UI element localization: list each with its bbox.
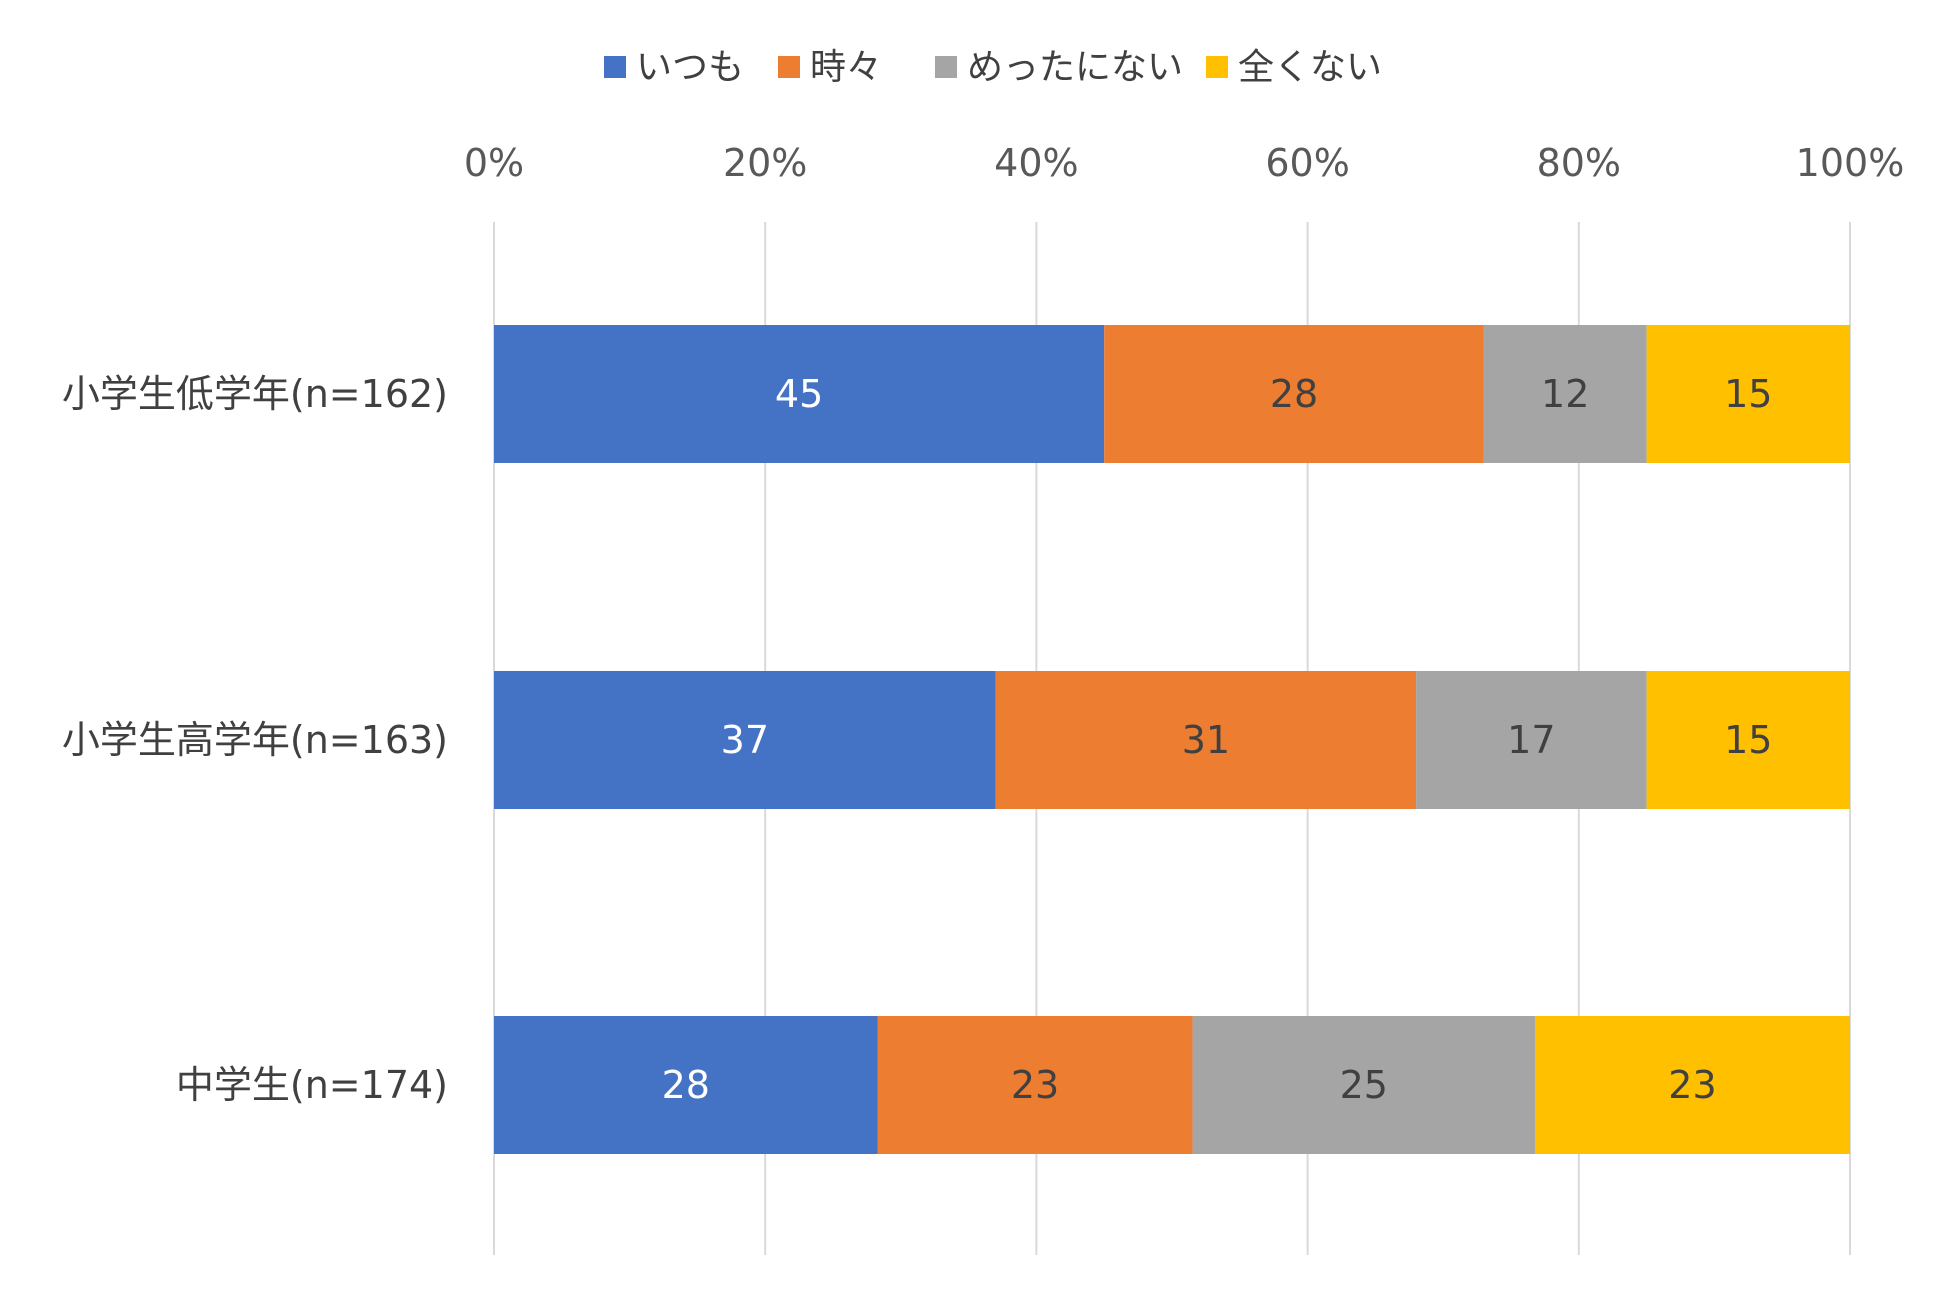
category-labels: 小学生低学年(n=162) 小学生高学年(n=163) 中学生(n=174) bbox=[62, 372, 448, 1107]
legend-label: めったにない bbox=[967, 47, 1183, 88]
data-label: 15 bbox=[1724, 372, 1772, 416]
data-label: 15 bbox=[1724, 718, 1772, 762]
bar-segment bbox=[494, 671, 996, 809]
data-label: 25 bbox=[1340, 1063, 1388, 1107]
legend-label: 時々 bbox=[810, 47, 882, 88]
data-label: 31 bbox=[1182, 718, 1230, 762]
bar-segment bbox=[877, 1016, 1193, 1154]
bars: 45 28 12 15 37 31 17 15 28 23 25 23 bbox=[494, 325, 1850, 1154]
legend: いつも 時々 めったにない 全くない bbox=[604, 47, 1382, 88]
x-tick-label: 80% bbox=[1537, 141, 1621, 185]
data-label: 17 bbox=[1507, 718, 1555, 762]
bar-segment bbox=[1483, 325, 1647, 463]
category-label: 中学生(n=174) bbox=[176, 1063, 448, 1107]
data-label: 28 bbox=[1270, 372, 1318, 416]
legend-label: いつも bbox=[636, 47, 744, 88]
data-label: 45 bbox=[775, 372, 823, 416]
bar-segment bbox=[1646, 671, 1850, 809]
category-label: 小学生低学年(n=162) bbox=[62, 372, 448, 416]
legend-swatch bbox=[778, 56, 800, 78]
legend-label: 全くない bbox=[1238, 47, 1382, 88]
legend-swatch bbox=[935, 56, 957, 78]
data-label: 23 bbox=[1011, 1063, 1059, 1107]
x-tick-label: 100% bbox=[1796, 141, 1905, 185]
bar-segment bbox=[1192, 1016, 1535, 1154]
category-label: 小学生高学年(n=163) bbox=[62, 718, 448, 762]
x-axis-ticks: 0% 20% 40% 60% 80% 100% bbox=[464, 141, 1904, 185]
x-tick-label: 40% bbox=[994, 141, 1078, 185]
bar-segment bbox=[995, 671, 1417, 809]
data-label: 37 bbox=[721, 718, 769, 762]
bar-segment bbox=[494, 1016, 878, 1154]
bar-segment bbox=[494, 325, 1105, 463]
legend-swatch bbox=[604, 56, 626, 78]
legend-swatch bbox=[1206, 56, 1228, 78]
data-label: 23 bbox=[1668, 1063, 1716, 1107]
bar-segment bbox=[1646, 325, 1850, 463]
x-tick-label: 20% bbox=[723, 141, 807, 185]
data-label: 12 bbox=[1541, 372, 1589, 416]
bar-segment bbox=[1534, 1016, 1850, 1154]
data-label: 28 bbox=[662, 1063, 710, 1107]
x-tick-label: 0% bbox=[464, 141, 524, 185]
bar-segment bbox=[1104, 325, 1484, 463]
x-tick-label: 60% bbox=[1265, 141, 1349, 185]
bar-segment bbox=[1416, 671, 1647, 809]
